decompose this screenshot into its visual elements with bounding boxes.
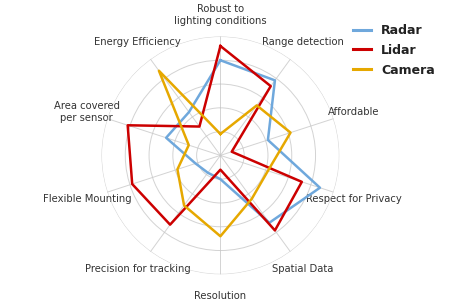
Legend: Radar, Lidar, Camera: Radar, Lidar, Camera: [347, 19, 440, 82]
